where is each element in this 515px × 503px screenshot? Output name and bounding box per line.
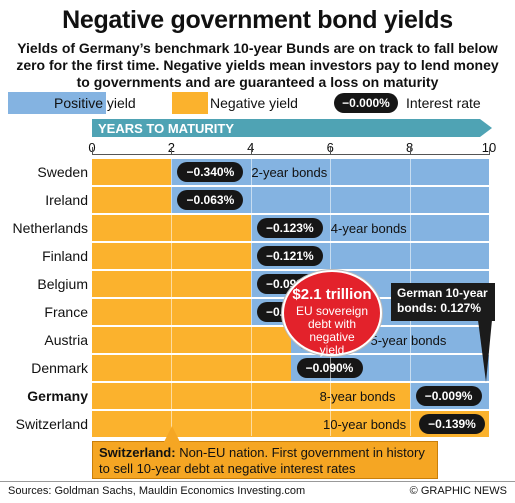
country-label-germany: Germany: [27, 388, 88, 404]
bond-label-switzerland: 10-year bonds: [323, 417, 407, 432]
bar-negative-denmark: [92, 355, 291, 381]
callout-pointer: [478, 320, 492, 382]
x-tick-mark: [92, 147, 93, 155]
bubble-text-4: yield: [319, 343, 345, 357]
bar-negative-sweden: [92, 159, 172, 185]
bar-negative-austria: [92, 327, 291, 353]
rate-pill-denmark: −0.090%: [296, 358, 363, 378]
x-tick-mark: [330, 147, 332, 155]
bond-label-netherlands: 4-year bonds: [330, 221, 407, 236]
bond-label-sweden: 2-year bonds: [251, 165, 328, 180]
x-tick-mark: [489, 147, 490, 155]
axis-title: YEARS TO MATURITY: [98, 121, 235, 136]
bubble-text-3: negative: [309, 330, 355, 344]
subtitle: Yields of Germany’s benchmark 10-year Bu…: [16, 40, 499, 90]
bond-label-austria: 5-year bonds: [370, 333, 447, 348]
country-label-belgium: Belgium: [37, 276, 88, 292]
note-text: Non-EU nation. First government in histo…: [99, 445, 425, 476]
country-label-finland: Finland: [42, 248, 88, 264]
country-label-netherlands: Netherlands: [12, 220, 89, 236]
callout-line-2: bonds: 0.127%: [397, 301, 482, 315]
legend-negative-label: Negative yield: [210, 95, 298, 111]
rate-pill-netherlands: −0.123%: [256, 218, 323, 238]
legend-positive-label: Positive yield: [54, 95, 136, 111]
country-label-denmark: Denmark: [31, 360, 88, 376]
country-label-austria: Austria: [44, 332, 88, 348]
bond-label-germany: 8-year bonds: [319, 389, 396, 404]
x-tick-mark: [250, 147, 252, 155]
grid-line: [171, 155, 173, 436]
rate-pill-switzerland: −0.139%: [419, 414, 485, 434]
footer-divider: [0, 481, 515, 482]
country-label-switzerland: Switzerland: [15, 416, 88, 432]
callout-line-1: German 10-year: [397, 286, 488, 300]
legend-rate-pill: −0.000%: [334, 93, 398, 113]
bubble-text-2: debt with: [307, 317, 357, 331]
page-title: Negative government bond yields: [62, 6, 453, 34]
country-label-ireland: Ireland: [45, 192, 88, 208]
bubble-text-1: EU sovereign: [295, 304, 369, 318]
germany-10yr-callout: German 10-year bonds: 0.127%: [391, 283, 495, 321]
axis-arrow-banner: [92, 119, 492, 137]
bar-negative-ireland: [92, 187, 172, 213]
eu-debt-bubble: $2.1 trillion EU sovereign debt with neg…: [282, 270, 382, 357]
rate-pill-germany: −0.009%: [415, 386, 482, 406]
credit: © GRAPHIC NEWS: [409, 485, 507, 497]
bubble-amount: $2.1 trillion: [292, 286, 372, 303]
note-pointer: [164, 426, 180, 442]
country-label-france: France: [44, 304, 88, 320]
legend-negative-swatch: [172, 92, 208, 114]
legend-rate-label: Interest rate: [406, 95, 481, 111]
switzerland-note: Switzerland: Non-EU nation. First govern…: [92, 441, 438, 479]
x-tick-mark: [409, 147, 411, 155]
axis-line: [92, 154, 489, 155]
x-tick-mark: [171, 147, 173, 155]
rate-pill-ireland: −0.063%: [177, 190, 244, 210]
sources: Sources: Goldman Sachs, Mauldin Economic…: [8, 485, 306, 497]
country-label-sweden: Sweden: [37, 164, 88, 180]
note-lead: Switzerland:: [99, 445, 176, 460]
rate-pill-finland: −0.121%: [256, 246, 323, 266]
rate-pill-sweden: −0.340%: [177, 162, 244, 182]
legend-positive-swatch: [8, 92, 106, 114]
grid-line: [250, 155, 252, 436]
